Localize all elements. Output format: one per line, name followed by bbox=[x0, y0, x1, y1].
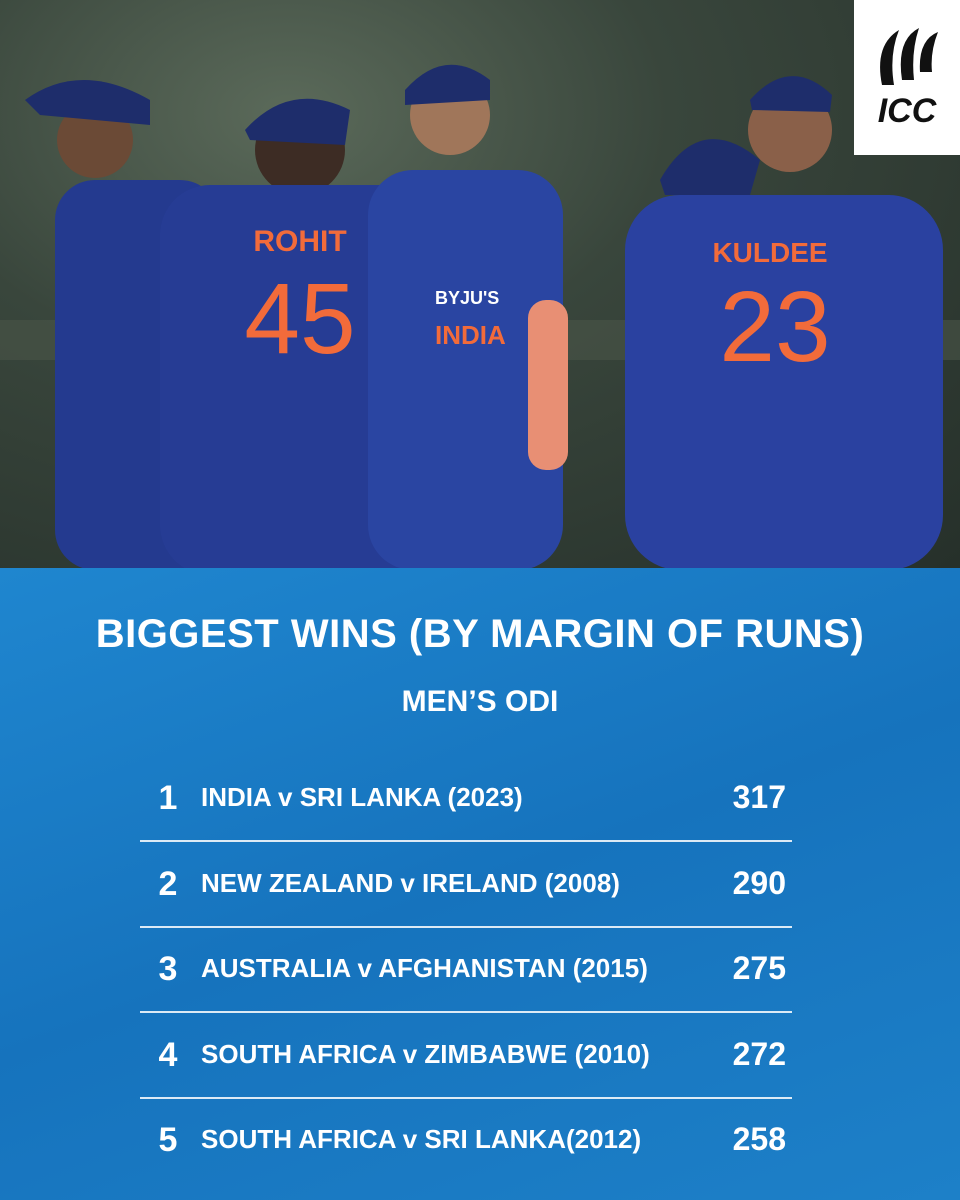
row-divider bbox=[140, 1011, 792, 1013]
match: AUSTRALIA v AFGHANISTAN (2015) bbox=[201, 953, 648, 983]
sponsor: BYJU'S bbox=[435, 288, 500, 308]
jersey-name: KULDEE bbox=[712, 237, 828, 268]
row-divider bbox=[140, 1096, 792, 1099]
stats-panel bbox=[0, 568, 960, 1200]
row-divider bbox=[140, 925, 792, 928]
logo-text: ICC bbox=[877, 92, 937, 130]
runs: 272 bbox=[732, 1035, 786, 1072]
runs: 290 bbox=[732, 864, 786, 901]
match: SOUTH AFRICA v SRI LANKA(2012) bbox=[201, 1124, 642, 1154]
match: INDIA v SRI LANKA (2023) bbox=[201, 782, 523, 812]
rank: 1 bbox=[158, 779, 178, 817]
runs: 258 bbox=[732, 1121, 786, 1157]
subtitle: MEN’S ODI bbox=[401, 685, 559, 718]
table-row: 4 SOUTH AFRICA v ZIMBABWE (2010) 272 bbox=[140, 1012, 792, 1099]
photo: ROHIT 45 KULDEE 23 BYJU'S INDIA bbox=[0, 0, 960, 568]
match: SOUTH AFRICA v ZIMBABWE (2010) bbox=[201, 1038, 650, 1069]
runs: 317 bbox=[732, 779, 786, 815]
table-row: 1 INDIA v SRI LANKA (2023) 317 bbox=[140, 755, 792, 842]
table-row: 3 AUSTRALIA v AFGHANISTAN (2015) 275 bbox=[140, 926, 792, 1013]
jersey-number: 23 bbox=[719, 271, 831, 383]
match: NEW ZEALAND v IRELAND (2008) bbox=[201, 867, 620, 898]
rank: 2 bbox=[158, 864, 178, 903]
jersey-number: 45 bbox=[244, 263, 356, 375]
players-illustration bbox=[0, 64, 960, 568]
sponsor: INDIA bbox=[435, 320, 506, 350]
rank: 3 bbox=[158, 950, 178, 988]
runs: 275 bbox=[732, 950, 786, 986]
table-row: 2 NEW ZEALAND v IRELAND (2008) 290 bbox=[140, 841, 792, 928]
logo: ICC bbox=[854, 0, 960, 155]
rank: 4 bbox=[158, 1035, 178, 1074]
row-divider bbox=[140, 840, 792, 842]
logo-mark bbox=[880, 28, 938, 85]
table-row: 5 SOUTH AFRICA v SRI LANKA(2012) 258 bbox=[140, 1097, 792, 1183]
title: BIGGEST WINS (BY MARGIN OF RUNS) bbox=[95, 612, 865, 656]
rank: 5 bbox=[158, 1121, 178, 1159]
jersey-name: ROHIT bbox=[253, 225, 347, 258]
